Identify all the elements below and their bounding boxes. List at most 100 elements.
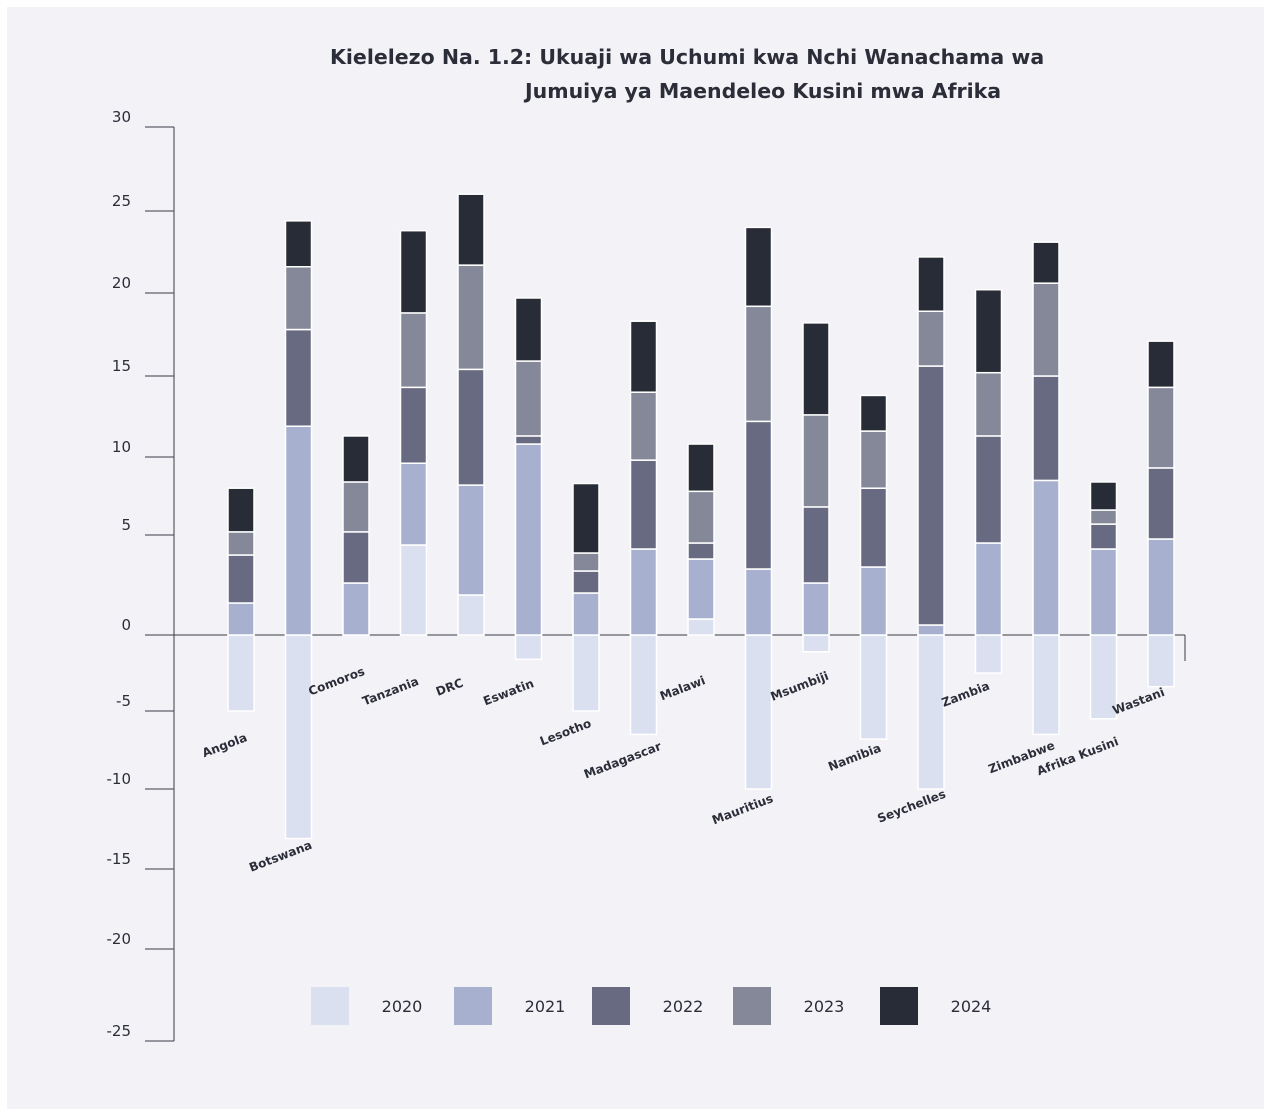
bar-segment (399, 544, 428, 636)
bar-segment (399, 229, 428, 314)
bar-segment (802, 414, 830, 508)
bar-segment (917, 256, 945, 313)
bar-segment (859, 566, 888, 636)
bar-segment (744, 568, 773, 636)
bar-segment (917, 624, 945, 636)
bar-segment (917, 634, 945, 790)
x-category-label: Botswana (247, 838, 314, 875)
y-tick-label: 5 (121, 516, 131, 534)
bar-segment (859, 634, 888, 740)
bar-segment (457, 264, 485, 371)
bar-segment (802, 634, 830, 653)
bar-segment (1147, 538, 1175, 636)
bar-segment (687, 542, 715, 560)
chart-title-line-1: Kielelezo Na. 1.2: Ukuaji wa Uchumi kwa … (330, 45, 1045, 69)
bar-segment (1089, 548, 1118, 636)
bar-segment (1147, 340, 1175, 389)
bar-segment (744, 226, 773, 308)
chart-title-line-2: Jumuiya ya Maendeleo Kusini mwa Afrika (525, 79, 1002, 103)
x-category-label: Eswatin (481, 676, 535, 708)
bar-segment (1147, 634, 1175, 688)
y-tick-label: 10 (112, 438, 131, 456)
x-category-label: Tanzania (360, 674, 420, 708)
bar-segment (974, 542, 1003, 636)
y-tick-label: -10 (107, 770, 132, 788)
x-category-label: Madagascar (582, 739, 663, 781)
bar-segment (284, 220, 313, 268)
bar-segment (1032, 375, 1060, 482)
bar-segment (629, 459, 658, 550)
legend-label: 2022 (663, 997, 704, 1016)
bar-segment (514, 360, 543, 437)
legend-swatch (880, 987, 918, 1025)
x-category-label: Seychelles (875, 787, 947, 826)
bar-segment (399, 386, 428, 464)
bar-segment (514, 297, 543, 362)
bar-segment (859, 430, 888, 489)
bar-segment (687, 618, 715, 636)
bar-segment (629, 391, 658, 461)
chart-plot: 30 25 20 15 10 5 0 -5 -10 -15 -20 -25 Angola Botswana… (107, 108, 1186, 1042)
bar-segment (1032, 634, 1060, 736)
x-category-label: Wastani (1111, 685, 1167, 718)
bar-segment (974, 435, 1003, 544)
bar-segment (1032, 282, 1060, 377)
y-tick-label: 30 (112, 108, 131, 126)
bar-segment (629, 320, 658, 393)
bar-segment (744, 420, 773, 570)
bar-segment (1089, 481, 1118, 511)
x-category-label: DRC (434, 676, 465, 699)
bar-segment (342, 531, 370, 584)
bar-segment (629, 634, 658, 736)
bar-segment (399, 312, 428, 389)
bar-segment (802, 322, 830, 416)
bar-segment (917, 365, 945, 626)
y-tick-label: -25 (107, 1022, 132, 1040)
bar-segment (572, 552, 600, 572)
y-tick-label: 15 (112, 357, 131, 375)
bar-segment (1147, 467, 1175, 540)
bar-segment (917, 310, 945, 367)
bar-segment (457, 484, 485, 596)
bar-segment (514, 634, 543, 661)
bar-segment (514, 443, 543, 636)
bar-segment (1032, 241, 1060, 284)
legend-label: 2023 (804, 997, 845, 1016)
bar-segment (227, 602, 255, 636)
y-tick-label: -20 (107, 930, 132, 948)
bar-segment (572, 482, 600, 554)
y-tick-label: -15 (107, 850, 132, 868)
bar-segment (974, 288, 1003, 374)
bar-segment (744, 634, 773, 790)
y-tick-label: -5 (116, 692, 131, 710)
bar-segment (399, 462, 428, 546)
y-tick-label: 0 (121, 616, 131, 634)
bar-segment (514, 435, 543, 445)
legend-swatch (454, 987, 492, 1025)
bar-segment (457, 594, 485, 636)
bar-segment (572, 592, 600, 636)
x-category-label: Zambia (940, 679, 992, 710)
bar-segment (227, 634, 255, 712)
bar-segment (744, 305, 773, 423)
bar-segment (687, 558, 715, 620)
bar-segment (687, 443, 715, 493)
bar-segment (629, 548, 658, 636)
bar-segment (457, 193, 485, 266)
x-category-label: Mauritius (710, 791, 775, 827)
bar-segment (859, 394, 888, 432)
x-category-label: Msumbiji (769, 669, 831, 704)
x-category-label: Comoros (306, 664, 366, 698)
bar-segment (284, 266, 313, 331)
legend-label: 2024 (951, 997, 992, 1016)
y-tick-label: 20 (112, 274, 131, 292)
x-category-label: Namibia (826, 741, 883, 774)
bar-segment (572, 634, 600, 712)
chart-figure: Kielelezo Na. 1.2: Ukuaji wa Uchumi kwa … (7, 7, 1264, 1109)
bar-segment (1032, 479, 1060, 636)
legend-label: 2020 (382, 997, 423, 1016)
bar-segment (284, 425, 313, 636)
x-category-label: Malawi (658, 673, 707, 703)
legend-label: 2021 (525, 997, 566, 1016)
bar-segment (284, 634, 313, 840)
